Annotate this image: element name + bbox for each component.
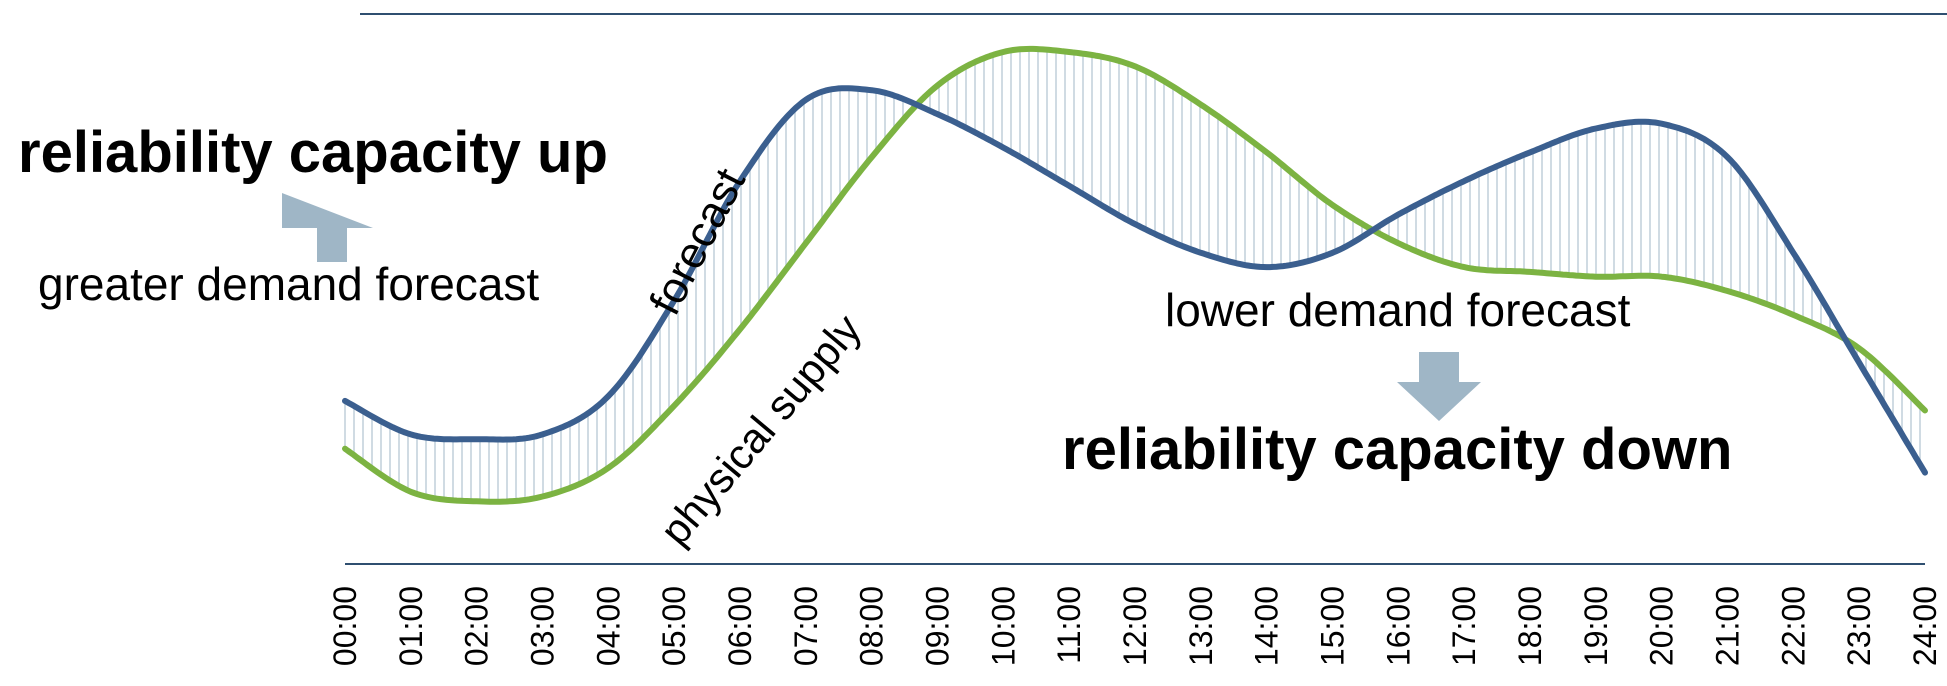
x-tick-label: 19:00 bbox=[1578, 586, 1614, 666]
x-tick-label: 22:00 bbox=[1775, 586, 1811, 666]
x-axis-ticks: 00:00 01:00 02:00 03:00 04:00 05:00 06:00 07:00… bbox=[327, 586, 1943, 666]
forecast-label: forecast bbox=[640, 161, 755, 323]
x-tick-label: 08:00 bbox=[854, 586, 890, 666]
lower-demand-label: lower demand forecast bbox=[1165, 284, 1631, 336]
x-tick-label: 03:00 bbox=[525, 586, 561, 666]
x-tick-label: 16:00 bbox=[1380, 586, 1416, 666]
up-arrow-icon bbox=[282, 193, 373, 262]
x-tick-label: 11:00 bbox=[1051, 586, 1087, 664]
x-tick-label: 01:00 bbox=[393, 586, 429, 666]
x-tick-label: 24:00 bbox=[1907, 586, 1943, 666]
x-tick-label: 07:00 bbox=[788, 586, 824, 666]
x-tick-label: 17:00 bbox=[1446, 586, 1482, 666]
x-tick-label: 02:00 bbox=[459, 586, 495, 666]
shading bbox=[344, 48, 1921, 502]
x-tick-label: 10:00 bbox=[985, 586, 1021, 666]
x-tick-label: 20:00 bbox=[1644, 586, 1680, 666]
series-line-forecast bbox=[342, 85, 1928, 476]
x-tick-label: 23:00 bbox=[1841, 586, 1877, 666]
greater-demand-label: greater demand forecast bbox=[38, 258, 539, 310]
x-tick-label: 18:00 bbox=[1512, 586, 1548, 666]
x-tick-label: 13:00 bbox=[1183, 586, 1219, 666]
x-tick-label: 14:00 bbox=[1249, 586, 1285, 666]
x-tick-label: 06:00 bbox=[722, 586, 758, 666]
x-tick-label: 00:00 bbox=[327, 586, 363, 666]
x-tick-label: 09:00 bbox=[920, 586, 956, 666]
reliability-down-title: reliability capacity down bbox=[1062, 417, 1732, 482]
x-tick-label: 05:00 bbox=[656, 586, 692, 666]
x-tick-label: 21:00 bbox=[1710, 586, 1746, 666]
x-tick-label: 12:00 bbox=[1117, 586, 1153, 666]
series-line-physical-supply bbox=[342, 45, 1928, 505]
x-tick-label: 04:00 bbox=[590, 586, 626, 666]
x-tick-label: 15:00 bbox=[1315, 586, 1351, 666]
down-arrow-icon bbox=[1397, 352, 1481, 421]
reliability-up-title: reliability capacity up bbox=[18, 120, 608, 185]
physical-supply-label: physical supply bbox=[651, 305, 870, 553]
